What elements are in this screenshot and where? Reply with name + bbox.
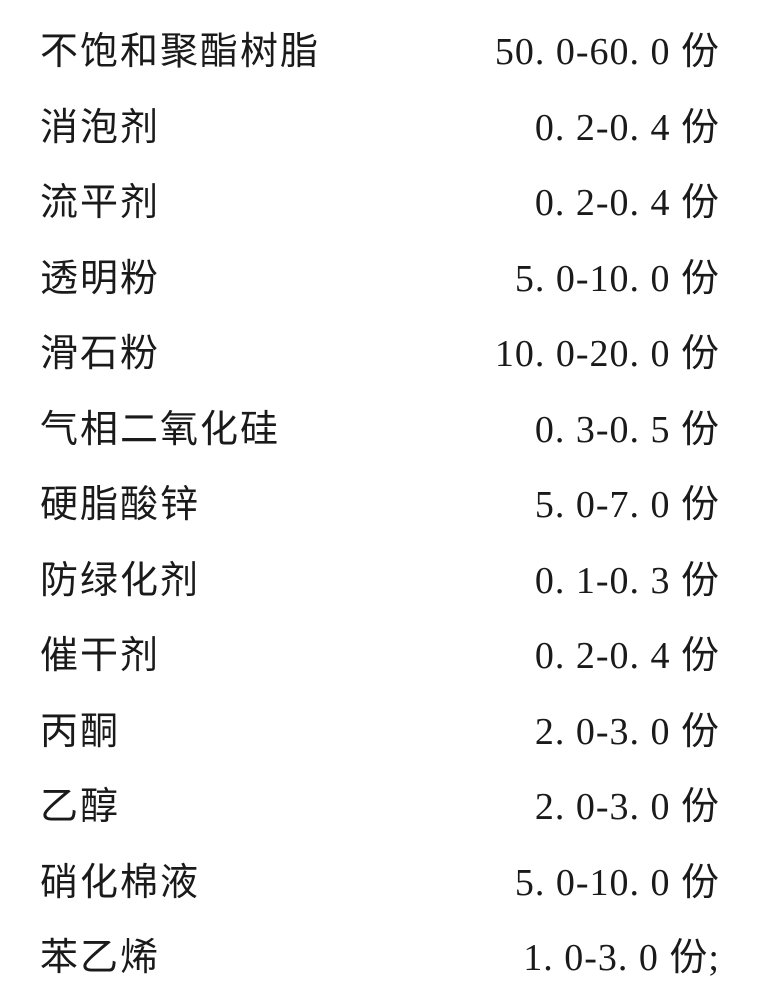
table-row: 透明粉 5. 0-10. 0 份 (40, 247, 738, 323)
ingredient-name: 苯乙烯 (40, 926, 360, 981)
table-row: 消泡剂 0. 2-0. 4 份 (40, 96, 738, 172)
table-row: 苯乙烯 1. 0-3. 0 份; (40, 926, 738, 1002)
ingredient-name: 防绿化剂 (40, 549, 360, 604)
table-row: 硝化棉液 5. 0-10. 0 份 (40, 851, 738, 927)
ingredient-amount: 0. 1-0. 3 份 (360, 549, 720, 604)
ingredient-amount: 0. 2-0. 4 份 (360, 96, 720, 151)
ingredient-name: 流平剂 (40, 171, 360, 226)
table-row: 丙酮 2. 0-3. 0 份 (40, 700, 738, 776)
ingredient-amount: 5. 0-10. 0 份 (360, 851, 720, 906)
ingredient-amount: 5. 0-10. 0 份 (360, 247, 720, 302)
ingredient-name: 硝化棉液 (40, 851, 360, 906)
ingredient-name: 乙醇 (40, 775, 360, 830)
table-row: 气相二氧化硅 0. 3-0. 5 份 (40, 398, 738, 474)
ingredient-amount: 0. 3-0. 5 份 (360, 398, 720, 453)
ingredient-name: 不饱和聚酯树脂 (40, 20, 360, 75)
composition-table: 不饱和聚酯树脂 50. 0-60. 0 份 消泡剂 0. 2-0. 4 份 流平… (40, 20, 738, 1002)
ingredient-amount: 0. 2-0. 4 份 (360, 171, 720, 226)
ingredient-amount: 2. 0-3. 0 份 (360, 775, 720, 830)
table-row: 催干剂 0. 2-0. 4 份 (40, 624, 738, 700)
table-row: 硬脂酸锌 5. 0-7. 0 份 (40, 473, 738, 549)
ingredient-amount: 2. 0-3. 0 份 (360, 700, 720, 755)
table-row: 乙醇 2. 0-3. 0 份 (40, 775, 738, 851)
table-row: 不饱和聚酯树脂 50. 0-60. 0 份 (40, 20, 738, 96)
ingredient-name: 丙酮 (40, 700, 360, 755)
table-row: 滑石粉 10. 0-20. 0 份 (40, 322, 738, 398)
ingredient-name: 滑石粉 (40, 322, 360, 377)
ingredient-name: 气相二氧化硅 (40, 398, 360, 453)
ingredient-amount: 50. 0-60. 0 份 (360, 20, 720, 75)
ingredient-amount: 5. 0-7. 0 份 (360, 473, 720, 528)
ingredient-amount: 1. 0-3. 0 份; (360, 926, 720, 981)
table-row: 防绿化剂 0. 1-0. 3 份 (40, 549, 738, 625)
ingredient-name: 催干剂 (40, 624, 360, 679)
ingredient-name: 消泡剂 (40, 96, 360, 151)
ingredient-amount: 0. 2-0. 4 份 (360, 624, 720, 679)
ingredient-name: 透明粉 (40, 247, 360, 302)
ingredient-name: 硬脂酸锌 (40, 473, 360, 528)
table-row: 流平剂 0. 2-0. 4 份 (40, 171, 738, 247)
ingredient-amount: 10. 0-20. 0 份 (360, 322, 720, 377)
